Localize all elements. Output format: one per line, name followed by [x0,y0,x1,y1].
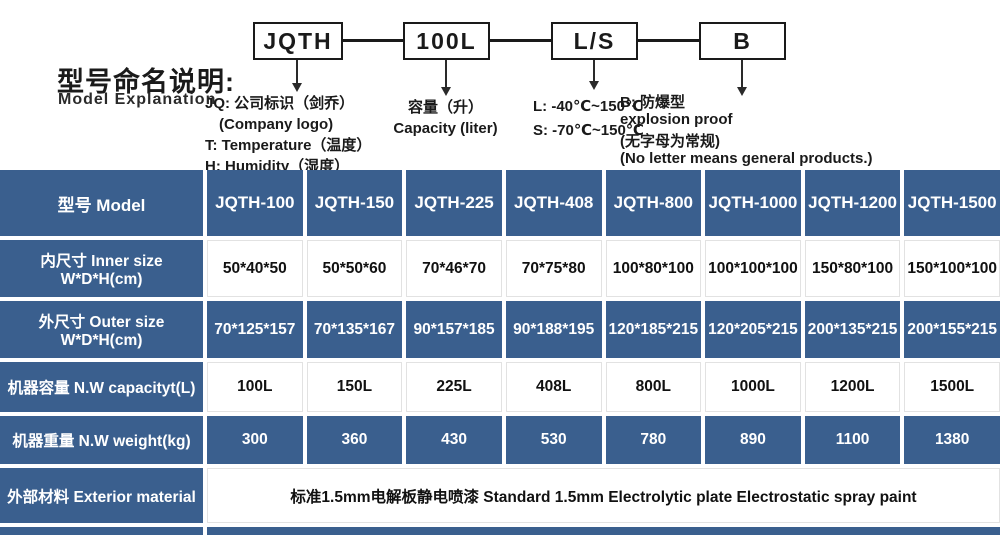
partial-row-merged-cell [207,527,1000,535]
connector-line-2 [490,39,551,42]
cell-inner-size: 150*100*100 [904,240,1000,297]
cell-weight: 780 [605,416,702,464]
note-b-line3: (无字母为常规) [620,133,720,150]
cell-outer-size: 70*135*167 [306,301,403,358]
code-box-b: B [699,22,786,60]
note-jq: JQ: 公司标识（剑乔） (Company logo) T: Temperatu… [205,93,371,177]
col-header: JQTH-150 [306,170,403,236]
note-capacity-line2: Capacity (liter) [393,120,498,137]
down-arrow-icon [440,60,451,96]
row-label-material: 外部材料 Exterior material [0,468,203,523]
note-ls: L: -40℃~150℃ S: -70℃~150℃ [533,95,644,143]
cell-inner-size: 70*75*80 [505,240,602,297]
cell-capacity: 1200L [804,362,901,412]
cell-inner-size: 100*100*100 [705,240,801,297]
note-jq-line3: T: Temperature（温度） [205,137,372,154]
col-header-model: 型号 Model [0,170,203,236]
cell-inner-size: 50*40*50 [207,240,303,297]
note-capacity: 容量（升） Capacity (liter) [383,97,508,139]
cell-outer-size: 90*188*195 [505,301,602,358]
cell-outer-size: 200*155*215 [904,301,1000,358]
diagram-title-en: Model Explanation [58,91,217,108]
code-box-jqth-label: JQTH [263,27,333,54]
connector-line-1 [343,39,403,42]
cell-capacity: 1500L [904,362,1000,412]
row-label-outer-size: 外尺寸 Outer size W*D*H(cm) [0,301,203,358]
cell-inner-size: 70*46*70 [406,240,502,297]
diagram-title-zh: 型号命名说明: [57,67,235,97]
cell-inner-size: 150*80*100 [804,240,901,297]
code-box-100l-label: 100L [416,27,477,54]
col-header: JQTH-100 [207,170,303,236]
cell-inner-size: 50*50*60 [306,240,403,297]
note-b: B: 防爆型 explosion proof (无字母为常规) (No lett… [620,94,873,167]
row-label-weight: 机器重量 N.W weight(kg) [0,416,203,464]
cell-outer-size: 120*205*215 [705,301,801,358]
cell-weight: 1100 [804,416,901,464]
cell-capacity: 225L [406,362,502,412]
cell-capacity: 408L [505,362,602,412]
cell-weight: 360 [306,416,403,464]
note-ls-line2: S: -70℃~150℃ [533,122,644,139]
model-naming-diagram: 型号命名说明: Model Explanation JQTH 100L L/S … [0,0,1000,175]
col-header: JQTH-1200 [804,170,901,236]
cell-capacity: 100L [207,362,303,412]
cell-capacity: 800L [605,362,702,412]
cell-weight: 890 [705,416,801,464]
cell-material: 标准1.5mm电解板静电喷漆 Standard 1.5mm Electrolyt… [207,468,1000,523]
code-box-ls: L/S [551,22,638,60]
note-b-line4: (No letter means general products.) [620,150,873,167]
note-jq-line1: JQ: 公司标识（剑乔） [205,95,355,112]
col-header: JQTH-1500 [904,170,1000,236]
note-b-line2: explosion proof [620,111,733,128]
code-box-ls-label: L/S [573,27,616,54]
col-header: JQTH-225 [406,170,502,236]
cell-capacity: 150L [306,362,403,412]
down-arrow-icon [736,60,747,96]
note-capacity-line1: 容量（升） [407,99,483,116]
code-box-100l: 100L [403,22,490,60]
col-header: JQTH-1000 [705,170,801,236]
cell-weight: 530 [505,416,602,464]
code-box-jqth: JQTH [253,22,343,60]
note-b-line1: B: 防爆型 [620,94,685,111]
cell-inner-size: 100*80*100 [605,240,702,297]
down-arrow-icon [588,60,599,90]
cell-outer-size: 70*125*157 [207,301,303,358]
partial-row-label-cell [0,527,203,535]
col-header: JQTH-800 [605,170,702,236]
spec-table: 型号 Model JQTH-100 JQTH-150 JQTH-225 JQTH… [0,170,1000,535]
connector-line-3 [638,39,699,42]
note-ls-line1: L: -40℃~150℃ [533,98,644,115]
cell-weight: 1380 [904,416,1000,464]
cell-weight: 430 [406,416,502,464]
down-arrow-icon [291,60,302,92]
cell-capacity: 1000L [705,362,801,412]
cell-weight: 300 [207,416,303,464]
row-label-inner-size: 内尺寸 Inner size W*D*H(cm) [0,240,203,297]
cell-outer-size: 200*135*215 [804,301,901,358]
note-jq-line2: (Company logo) [219,116,334,133]
cell-outer-size: 90*157*185 [406,301,502,358]
code-box-b-label: B [733,27,752,54]
cell-outer-size: 120*185*215 [605,301,702,358]
col-header: JQTH-408 [505,170,602,236]
row-label-capacity: 机器容量 N.W capacityt(L) [0,362,203,412]
